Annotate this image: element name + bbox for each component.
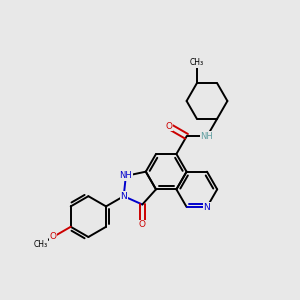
Text: CH₃: CH₃: [34, 240, 48, 249]
Text: NH: NH: [119, 171, 132, 180]
Text: NH: NH: [201, 132, 213, 141]
Text: O: O: [50, 232, 56, 242]
Text: N: N: [120, 192, 127, 201]
Text: CH₃: CH₃: [190, 58, 204, 68]
Text: O: O: [165, 122, 172, 130]
Text: O: O: [139, 220, 146, 230]
Text: N: N: [204, 202, 210, 211]
